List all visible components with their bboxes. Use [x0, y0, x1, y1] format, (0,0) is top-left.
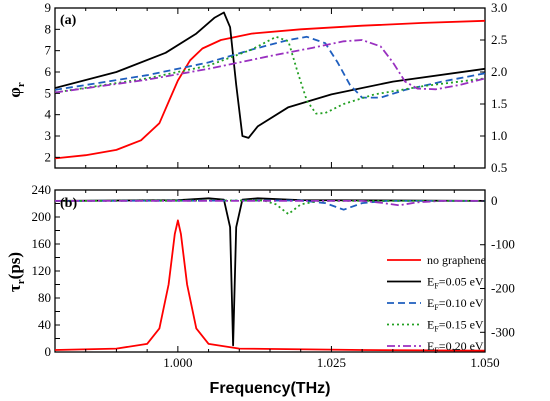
y-tick-label-left-a-4: 6: [45, 64, 52, 79]
legend-label-2: EF=0.10 eV: [427, 296, 484, 312]
y-tick-label-left-a-2: 4: [45, 107, 52, 122]
y-tick-label-right-a-2: 1.5: [491, 96, 507, 111]
legend: no graphene EF=0.05 eV EF=0.10 eV EF=0.15 e…: [387, 253, 486, 355]
y-axis-title-b-sub: r: [15, 279, 27, 284]
series-line-a-3: [55, 35, 485, 115]
y-tick-label-left-a-1: 3: [45, 128, 52, 143]
panel-b-series: [55, 197, 485, 352]
y-tick-label-left-b-12: 240: [32, 182, 52, 197]
legend-label-4: EF=0.20 eV: [427, 339, 484, 355]
y-tick-label-right-a-5: 3.0: [491, 0, 507, 15]
x-tick-label-1: 1.025: [317, 355, 346, 370]
y-tick-label-left-b-4: 80: [38, 290, 51, 305]
y-axis-title-b: τr(ps): [5, 252, 27, 292]
legend-label-0: no graphene: [427, 253, 486, 267]
y-tick-label-right-a-0: 0.5: [491, 160, 507, 175]
y-tick-label-left-a-7: 9: [45, 0, 52, 15]
y-tick-label-right-b-0: 0: [491, 193, 498, 208]
series-line-a-4: [55, 39, 485, 94]
series-line-a-0: [55, 19, 485, 160]
y-tick-label-right-a-3: 2.0: [491, 64, 507, 79]
y-tick-label-right-b-3: -300: [491, 324, 515, 339]
y-tick-label-left-a-0: 2: [45, 149, 52, 164]
series-line-a-1: [55, 11, 485, 139]
y-tick-label-left-a-6: 8: [45, 21, 52, 36]
y-tick-label-left-b-10: 200: [32, 209, 52, 224]
y-axis-title-b-main: τ: [5, 284, 24, 292]
y-tick-label-left-b-0: 0: [45, 344, 52, 359]
series-line-a-2: [55, 35, 485, 99]
y-tick-label-left-b-8: 160: [32, 236, 52, 251]
x-tick-label-2: 1.050: [470, 355, 499, 370]
y-tick-label-right-b-2: -200: [491, 281, 515, 296]
x-tick-label-0: 1.000: [163, 355, 192, 370]
y-axis-title-b-suffix: (ps): [5, 252, 24, 279]
series-line-b-1: [55, 197, 485, 347]
y-axis-title-a-main: φ: [5, 87, 24, 98]
y-tick-label-left-a-3: 5: [45, 85, 52, 100]
y-tick-label-right-b-1: -100: [491, 237, 515, 252]
y-axis-title-a-sub: r: [15, 82, 27, 87]
panel-b-ticks: 0 40 80 120 160 200 240 0 -100 -200 -300 1.000 1.025…: [32, 182, 515, 370]
series-line-b-4: [55, 200, 485, 207]
y-axis-title-a: φr: [5, 82, 27, 98]
y-tick-label-left-b-2: 40: [38, 317, 51, 332]
legend-label-3: EF=0.15 eV: [427, 318, 484, 334]
y-tick-label-right-a-1: 1.0: [491, 128, 507, 143]
panel-b-frame: [54, 189, 486, 353]
panel-a-label: (a): [60, 13, 77, 28]
x-axis-title: Frequency(THz): [210, 380, 331, 397]
series-line-b-0: [55, 219, 485, 352]
panel-a-series: [55, 11, 485, 160]
y-tick-label-left-b-6: 120: [32, 263, 52, 278]
y-tick-label-left-a-5: 7: [45, 43, 52, 58]
legend-label-1: EF=0.05 eV: [427, 275, 484, 291]
y-tick-label-right-a-4: 2.5: [491, 32, 507, 47]
series-line-b-3: [55, 199, 485, 215]
panel-a-ticks: 2 3 4 5 6 7 8 9 0.5 1.0 1.5 2.0 2.5 3.0: [45, 0, 508, 175]
panel-b-label: (b): [60, 196, 77, 211]
